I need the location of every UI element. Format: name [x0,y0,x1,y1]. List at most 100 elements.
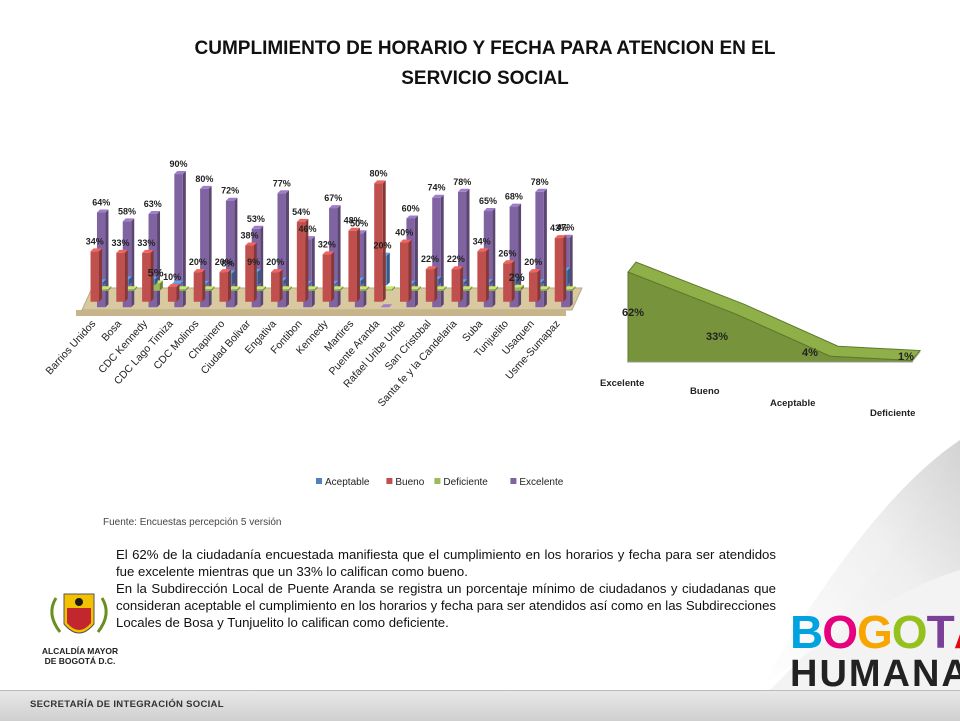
bar-side [414,215,418,308]
bar-front [512,287,521,291]
bar-top [509,203,522,207]
bar-side [543,188,547,308]
bar-side [520,284,524,291]
bar-side [305,218,309,302]
bar-bueno-10 [348,227,360,302]
bar-excelente-14 [458,188,470,308]
bar-side [417,286,421,291]
data-label: 90% [170,159,188,169]
bar-side [356,227,360,302]
bar-top [535,188,547,192]
bar-excelente-5 [225,197,238,308]
bar-side [311,236,315,308]
legend-label: Excelente [519,477,563,488]
data-label: 5% [148,267,164,279]
bar-top [322,251,335,255]
bar-side [154,276,158,286]
bar-bueno-15 [477,248,489,302]
legend-swatch [316,478,322,484]
area-data-label: 62% [622,307,644,319]
bar-bueno-2 [142,249,154,302]
bar-bueno-18 [554,235,567,302]
bar-side [211,286,215,291]
data-label: 68% [505,192,523,202]
data-label: 33% [137,238,155,248]
bar-top [425,266,438,270]
bar-bueno-17 [528,269,541,302]
bar-front [280,289,289,291]
bar-excelente-7 [277,190,289,308]
area-data-label: 1% [898,351,914,363]
data-label: 53% [247,214,265,224]
bar-side [185,286,189,291]
bar-front [225,200,235,308]
data-label: 34% [86,236,104,246]
bar-side [237,286,241,291]
bar-front [477,251,486,302]
bar-bueno-4 [193,269,206,302]
bar-side [253,242,257,302]
data-label: 20% [189,257,207,267]
data-label: 80% [369,168,387,178]
bar-side [382,180,386,302]
bar-front [486,289,496,291]
bar-front [245,245,254,302]
brand-letter: O [891,606,928,658]
bar-top [116,249,128,253]
data-label: 60% [402,203,420,213]
data-label: 74% [427,183,445,193]
bar-deficiente-10 [357,286,370,291]
bar-excelente-17 [535,188,547,308]
bar-excelente-4 [200,185,212,308]
data-label: 63% [144,199,162,209]
data-label: 72% [221,186,239,196]
bar-front [151,283,160,291]
bar-top [554,235,567,239]
bar-top [177,286,189,290]
data-label: 48% [344,216,362,226]
description-paragraph-1: El 62% de la ciudadanía encuestada manif… [116,547,776,579]
data-label: 20% [524,257,542,267]
bar-top [202,286,215,290]
data-label: 64% [92,198,110,208]
page-title: CUMPLIMIENTO DE HORARIO Y FECHA PARA ATE… [80,34,890,94]
bar-top [125,286,138,290]
brand-letter: G [857,606,893,658]
bar-top [458,188,470,192]
data-label: 20% [266,257,284,267]
bar-side [134,286,138,291]
bar-bueno-16 [503,260,515,302]
data-label: 38% [241,231,259,241]
area-chart-3d: 62% 33% 4% 1% Excelente Bueno Aceptable Deficie… [600,261,922,419]
bar-bueno-9 [322,251,335,302]
bar-front [435,289,444,291]
bar-top [271,269,283,273]
legend-swatch [386,478,393,484]
bar-top [200,185,212,189]
brand-letter: Á [954,606,960,658]
bar-deficiente-14 [460,286,473,291]
data-label: 50% [350,218,368,228]
bar-front [348,230,357,302]
bar-excelente-11 [380,304,393,308]
bar-top [99,286,112,290]
data-label: 26% [498,248,516,258]
bar-side [124,249,128,302]
bar-side [515,276,519,286]
bar-top [503,260,515,264]
bar-deficiente-5 [228,286,241,291]
data-label: 2% [509,272,525,284]
bar-front [174,174,183,308]
bar-top [90,248,103,252]
seal-caption-line-1: ALCALDÍA MAYOR [41,646,119,656]
bar-front [409,289,418,291]
bar-top [435,286,447,290]
bar-deficiente-11 [383,286,395,291]
bar-side [361,277,365,286]
bar-side [176,283,180,302]
data-label: 80% [195,174,213,184]
bar-side [206,280,210,286]
bogota-seal-icon [50,593,108,634]
bar-top [254,286,267,290]
bar-deficiente-13 [435,286,447,291]
